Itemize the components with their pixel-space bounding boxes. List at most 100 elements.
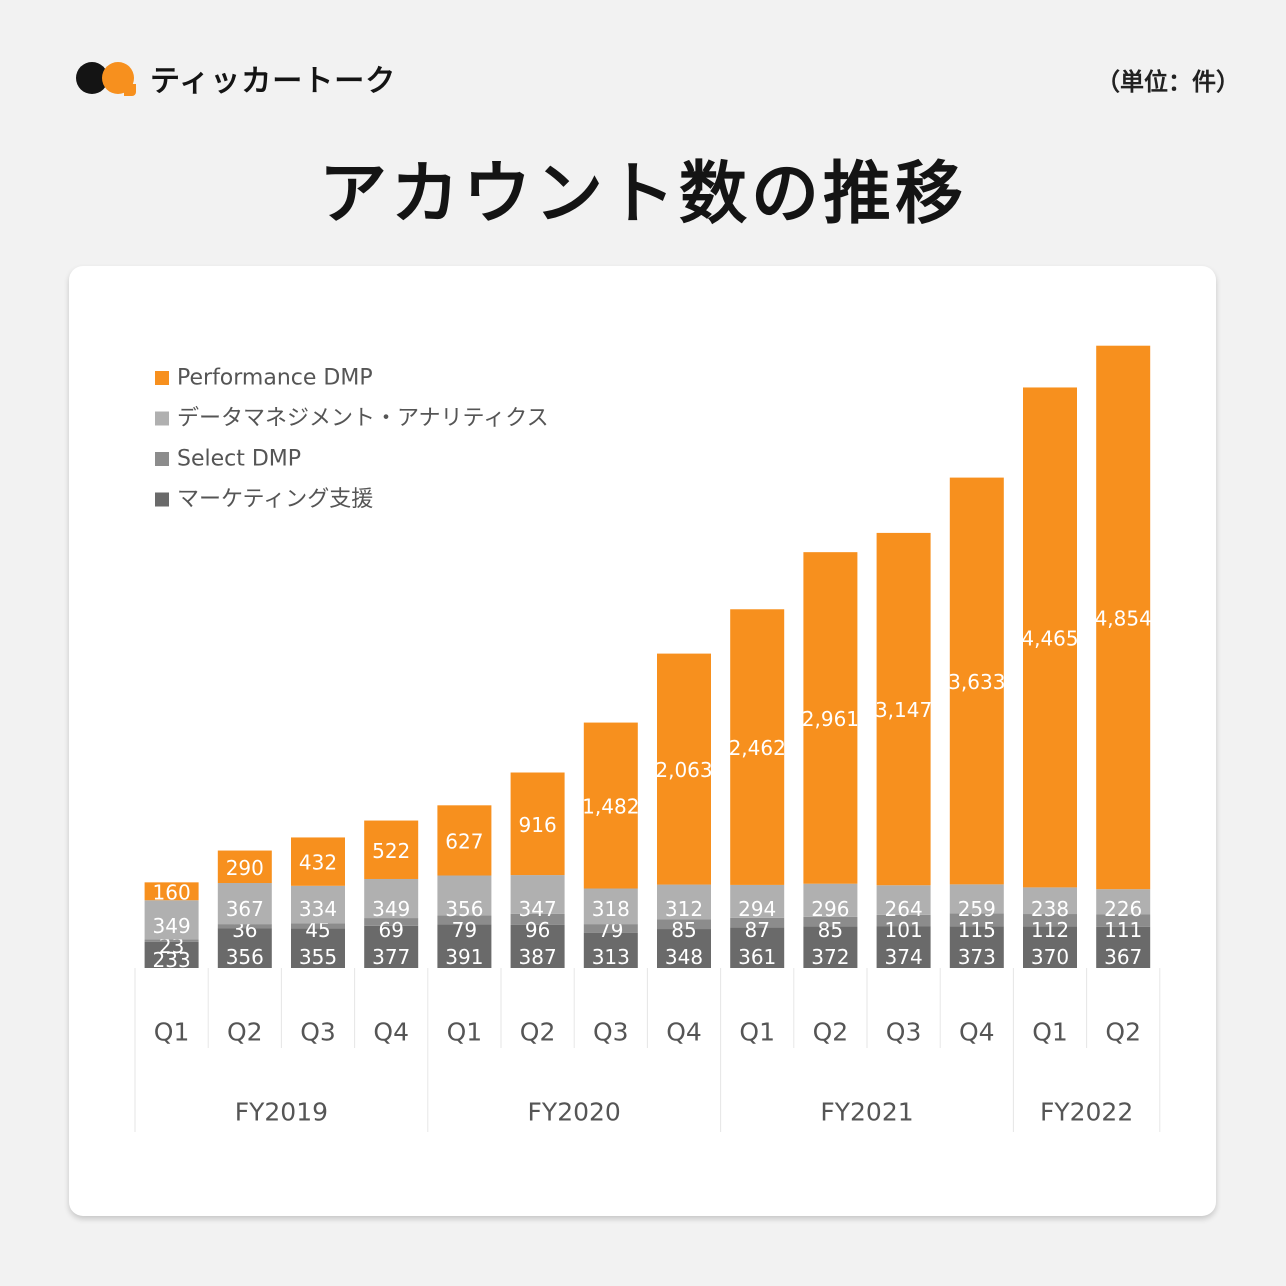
data-label: 296 (811, 897, 849, 921)
bar-segment (730, 609, 785, 885)
data-label: 387 (519, 945, 557, 969)
category-label: Q4 (959, 1018, 995, 1047)
data-label: 115 (958, 918, 996, 942)
bar-segment (510, 913, 565, 925)
data-label: 347 (519, 897, 557, 921)
bar-segment (730, 927, 785, 968)
bar-segment (949, 884, 1004, 914)
bar-segment (144, 939, 199, 942)
bar-segment (291, 837, 345, 886)
bar-segment (364, 878, 419, 919)
data-label: 4,465 (1021, 626, 1078, 650)
bar-segment (583, 924, 638, 933)
page-title: アカウント数の推移 (318, 155, 967, 234)
data-label: 348 (665, 945, 703, 969)
category-label: Q3 (300, 1018, 336, 1047)
data-label: 367 (226, 897, 264, 921)
data-label: 313 (592, 945, 630, 969)
data-label: 160 (153, 880, 191, 904)
data-label: 69 (378, 918, 403, 942)
bar-segment (876, 914, 931, 927)
bar-segment (949, 477, 1004, 885)
data-label: 233 (153, 948, 191, 972)
data-label: 85 (818, 918, 843, 942)
bar-segment (364, 925, 419, 968)
bar-segment (217, 924, 272, 929)
legend-label: Performance DMP (177, 366, 373, 391)
data-label: 96 (525, 918, 550, 942)
stacked-bar-chart: 2332334916035636367290355453344323776934… (134, 345, 1161, 1132)
bar-segment (657, 653, 711, 885)
bar-segment (730, 884, 785, 918)
data-label: 373 (958, 945, 996, 969)
bar-segment (291, 885, 345, 924)
data-label: 372 (811, 945, 849, 969)
category-label: Q4 (666, 1018, 702, 1047)
data-label: 294 (738, 897, 776, 921)
bar-segment (217, 850, 272, 884)
legend-swatch (155, 452, 169, 466)
legend-swatch (155, 411, 169, 426)
data-label: 367 (1104, 945, 1142, 969)
legend-swatch (155, 492, 169, 507)
bar-segment (1096, 345, 1151, 890)
data-label: 356 (226, 945, 264, 969)
bar-segment (291, 928, 345, 968)
bar-segment (144, 882, 199, 901)
group-label: FY2019 (235, 1098, 328, 1127)
data-label: 259 (958, 897, 996, 921)
bar-segment (583, 722, 638, 889)
bar-segment (217, 928, 272, 968)
bar-segment (364, 918, 419, 926)
bar-segment (803, 916, 858, 927)
data-label: 432 (299, 851, 337, 875)
data-label: 370 (1031, 945, 1069, 969)
bar-segment (583, 888, 638, 925)
data-label: 334 (299, 897, 337, 921)
data-label: 226 (1104, 897, 1142, 921)
data-label: 85 (671, 918, 696, 942)
brand-logo[interactable]: ティッカートーク (76, 58, 397, 99)
data-label: 238 (1031, 897, 1069, 921)
bar-segment (657, 929, 711, 968)
data-label: 101 (885, 918, 923, 942)
bar-segment (657, 919, 711, 930)
brand-name: ティッカートーク (150, 64, 397, 99)
bar-segment (144, 941, 199, 968)
data-label: 374 (885, 945, 923, 969)
legend-swatch (155, 371, 169, 385)
data-label: 1,482 (582, 795, 639, 819)
category-label: Q3 (886, 1018, 922, 1047)
data-label: 264 (885, 897, 923, 921)
header: ティッカートーク （単位：件） アカウント数の推移 (0, 0, 1286, 260)
data-label: 112 (1031, 918, 1069, 942)
bar-segment (437, 924, 492, 968)
bar-segment (437, 805, 492, 876)
bar-segment (1023, 914, 1077, 927)
data-label: 522 (372, 839, 410, 863)
data-label: 356 (445, 897, 483, 921)
unit-label: （単位：件） (1096, 68, 1240, 96)
data-label: 377 (372, 945, 410, 969)
bar-segment (217, 883, 272, 925)
data-label: 2,063 (655, 758, 712, 782)
data-label: 3,147 (875, 698, 932, 722)
bar-segment (1023, 887, 1077, 915)
category-label: Q1 (154, 1018, 190, 1047)
bar-segment (949, 926, 1004, 968)
bar-segment (730, 917, 785, 928)
category-label: Q2 (227, 1018, 263, 1047)
category-label: Q2 (813, 1018, 849, 1047)
bar-segment (437, 875, 492, 916)
data-label: 2,462 (729, 736, 786, 760)
data-label: 318 (592, 897, 630, 921)
category-label: Q1 (1032, 1018, 1068, 1047)
category-label: Q1 (447, 1018, 483, 1047)
data-label: 312 (665, 897, 703, 921)
bar-segment (510, 772, 565, 876)
bar-segment (1096, 914, 1151, 927)
legend-label: Select DMP (177, 447, 301, 472)
category-label: Q2 (520, 1018, 556, 1047)
data-label: 3,633 (948, 670, 1005, 694)
logo-mark-icon (76, 60, 138, 96)
